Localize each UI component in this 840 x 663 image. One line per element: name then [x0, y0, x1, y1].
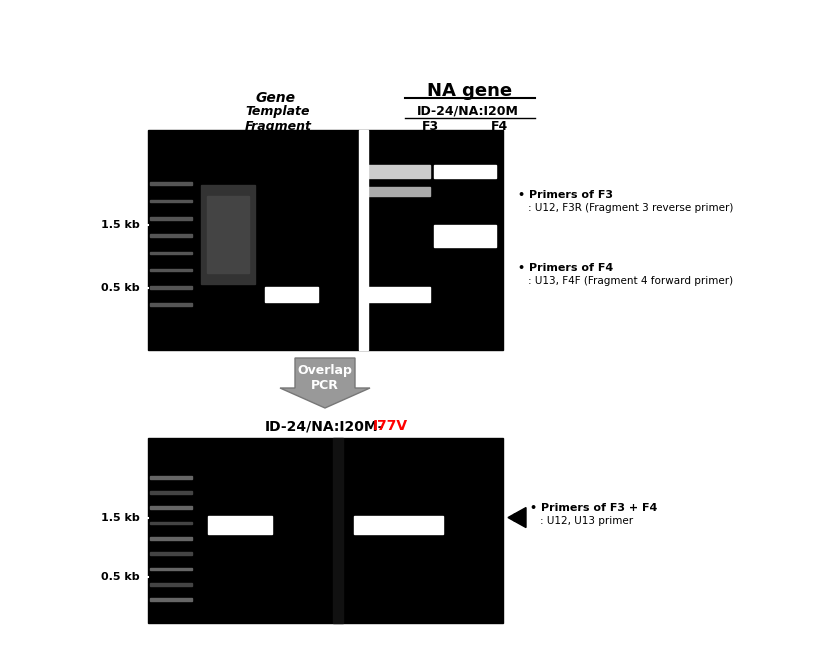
- Bar: [150, 217, 192, 219]
- Bar: [150, 537, 192, 540]
- Bar: [360, 130, 368, 350]
- Text: NA gene: NA gene: [428, 82, 512, 100]
- Text: ID-24/NA:I20M: ID-24/NA:I20M: [417, 105, 519, 117]
- Text: F3: F3: [422, 119, 438, 133]
- Polygon shape: [280, 358, 370, 408]
- Bar: [265, 287, 318, 302]
- Text: Template: Template: [246, 105, 310, 117]
- Bar: [207, 196, 249, 273]
- Bar: [208, 516, 272, 534]
- Text: : U13, F4F (Fragment 4 forward primer): : U13, F4F (Fragment 4 forward primer): [528, 276, 733, 286]
- Bar: [150, 234, 192, 237]
- Text: • Primers of F3 + F4: • Primers of F3 + F4: [530, 503, 658, 512]
- Bar: [150, 251, 192, 254]
- Text: I77V: I77V: [373, 419, 408, 433]
- Bar: [368, 187, 430, 196]
- Bar: [150, 476, 192, 479]
- Bar: [150, 304, 192, 306]
- Bar: [150, 522, 192, 524]
- Text: Gene: Gene: [255, 91, 295, 105]
- Text: 1.5 kb: 1.5 kb: [102, 219, 140, 229]
- Bar: [150, 200, 192, 202]
- Text: ID-24/NA:I20M-: ID-24/NA:I20M-: [265, 419, 385, 433]
- Bar: [150, 507, 192, 509]
- Bar: [202, 185, 255, 284]
- Bar: [150, 598, 192, 601]
- Text: Overlap
PCR: Overlap PCR: [297, 364, 353, 392]
- Bar: [368, 165, 430, 178]
- Bar: [150, 568, 192, 570]
- Text: 1.5 kb: 1.5 kb: [102, 512, 140, 522]
- Bar: [150, 583, 192, 585]
- Bar: [150, 552, 192, 555]
- Text: • Primers of F3: • Primers of F3: [518, 190, 613, 200]
- Bar: [433, 165, 496, 178]
- Text: Fragment: Fragment: [244, 119, 312, 133]
- Text: 0.5 kb: 0.5 kb: [102, 283, 140, 294]
- Bar: [150, 286, 192, 288]
- Bar: [433, 225, 496, 247]
- Bar: [368, 287, 430, 302]
- Text: • Primers of F4: • Primers of F4: [518, 263, 613, 273]
- Text: : U12, F3R (Fragment 3 reverse primer): : U12, F3R (Fragment 3 reverse primer): [528, 203, 733, 213]
- Bar: [150, 182, 192, 185]
- Text: F4: F4: [491, 119, 509, 133]
- Text: 0.5 kb: 0.5 kb: [102, 572, 140, 581]
- Bar: [354, 516, 443, 534]
- Bar: [150, 491, 192, 494]
- Bar: [150, 269, 192, 271]
- Bar: [333, 438, 344, 623]
- Bar: [148, 130, 503, 350]
- Bar: [148, 438, 503, 623]
- Text: : U12, U13 primer: : U12, U13 primer: [540, 516, 633, 526]
- Polygon shape: [508, 508, 526, 528]
